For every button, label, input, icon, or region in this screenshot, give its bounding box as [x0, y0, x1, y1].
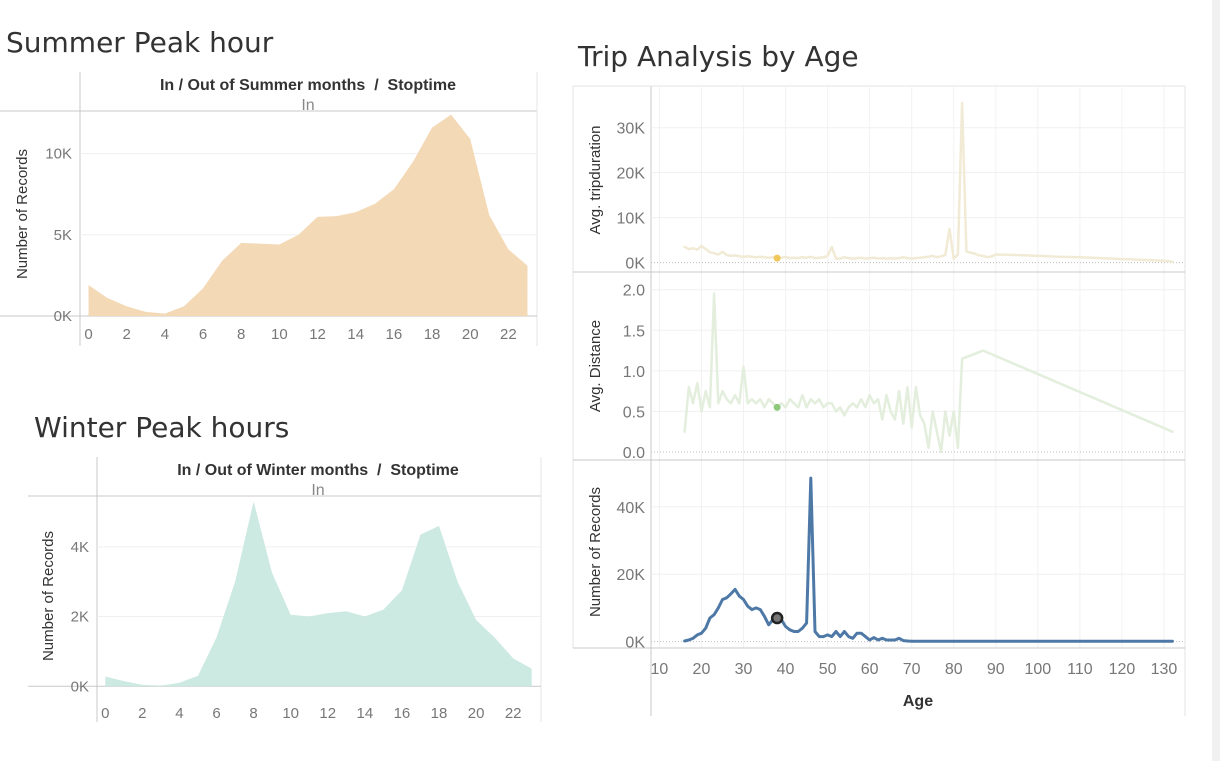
summer-xticks: 0 2 4 6 8 10 12 14 16 18 20 22: [84, 326, 516, 343]
summer-chart-title: Summer Peak hour: [6, 26, 274, 59]
summer-xtick-label: 6: [199, 326, 207, 343]
winter-xtick-label: 2: [138, 705, 146, 722]
trip-xticks: 10 20 30 40 50 60 70 80 90 100 110 120 130: [651, 661, 1178, 678]
winter-xtick-label: 16: [394, 705, 411, 722]
winter-ytick-label: 0K: [71, 678, 89, 695]
records-ytick-label: 20K: [617, 567, 646, 584]
summer-xtick-label: 2: [123, 326, 131, 343]
summer-xtick-label: 18: [424, 326, 441, 343]
distance-ytick-label: 0.5: [623, 404, 645, 421]
summer-xtick-label: 14: [347, 326, 364, 343]
winter-chart: Winter Peak hours In / Out of Winter mon…: [28, 411, 542, 722]
summer-xtick-label: 0: [84, 326, 92, 343]
winter-xtick-label: 4: [175, 705, 183, 722]
distance-ytick-label: 0.0: [623, 445, 645, 462]
winter-xtick-label: 0: [101, 705, 109, 722]
winter-chart-header: In / Out of Winter months / Stoptime: [177, 462, 459, 479]
distance-line: [683, 292, 1174, 454]
summer-xtick-label: 16: [386, 326, 403, 343]
trip-chart-title: Trip Analysis by Age: [577, 40, 859, 73]
trip-xtick-label: 110: [1067, 661, 1093, 678]
distance-ytick-label: 1.5: [623, 323, 645, 340]
trip-xtick-label: 20: [693, 661, 711, 678]
records-highlight-point: [770, 611, 784, 625]
summer-ytick-label: 0K: [54, 308, 72, 325]
summer-chart-ylabel: Number of Records: [14, 149, 31, 279]
summer-xtick-label: 4: [161, 326, 169, 343]
summer-ytick-label: 5K: [54, 227, 72, 244]
summer-xtick-label: 8: [237, 326, 245, 343]
trip-xtick-label: 70: [903, 661, 921, 678]
duration-ytick-label: 30K: [617, 121, 646, 138]
trip-plot: [683, 101, 1174, 643]
summer-ytick-label: 10K: [45, 146, 72, 163]
duration-ytick-label: 20K: [617, 166, 646, 183]
window-scrollbar[interactable]: [1212, 0, 1220, 761]
summer-chart-subheader: In: [301, 97, 314, 114]
trip-xtick-label: 50: [819, 661, 837, 678]
winter-xticks: 0 2 4 6 8 10 12 14 16 18 20 22: [101, 705, 521, 722]
trip-xtick-label: 80: [945, 661, 963, 678]
duration-line: [683, 101, 1174, 263]
trip-analysis-chart: Trip Analysis by Age Avg. tripduration A…: [572, 40, 1186, 716]
distance-ytick-label: 1.0: [623, 364, 645, 381]
summer-xtick-label: 12: [309, 326, 326, 343]
duration-ylabel: Avg. tripduration: [587, 126, 604, 235]
summer-plot: [88, 114, 528, 316]
trip-xtick-label: 10: [651, 661, 669, 678]
distance-ytick-label: 2.0: [623, 283, 645, 300]
winter-yticks: 0K 2K 4K: [71, 539, 89, 695]
trip-xtick-label: 40: [777, 661, 795, 678]
winter-ytick-label: 2K: [71, 609, 89, 626]
summer-chart-header: In / Out of Summer months / Stoptime: [160, 77, 456, 94]
winter-chart-title: Winter Peak hours: [34, 411, 289, 444]
trip-xlabel: Age: [903, 693, 933, 710]
trip-xtick-label: 60: [861, 661, 879, 678]
winter-xtick-label: 6: [212, 705, 220, 722]
winter-xtick-label: 22: [505, 705, 522, 722]
winter-chart-subheader: In: [311, 482, 324, 499]
trip-yticks: 0K 10K 20K 30K 0.0 0.5 1.0 1.5 2.0 0K 20K 40K: [617, 121, 646, 652]
winter-xtick-label: 12: [319, 705, 336, 722]
trip-xtick-label: 90: [987, 661, 1005, 678]
winter-xtick-label: 14: [357, 705, 374, 722]
trip-xtick-label: 100: [1024, 661, 1051, 678]
distance-highlight-point: [773, 403, 781, 411]
trip-xtick-label: 130: [1151, 661, 1178, 678]
trip-frame: [572, 85, 1186, 716]
trip-xtick-label: 120: [1109, 661, 1136, 678]
winter-chart-ylabel: Number of Records: [40, 531, 57, 661]
summer-yticks: 0K 5K 10K: [45, 146, 72, 325]
distance-ylabel: Avg. Distance: [587, 320, 604, 412]
summer-xtick-label: 10: [271, 326, 288, 343]
duration-ytick-label: 0K: [625, 256, 645, 273]
winter-plot: [105, 501, 532, 687]
trip-grid: [573, 86, 1185, 649]
winter-xtick-label: 20: [468, 705, 485, 722]
duration-highlight-point: [773, 254, 781, 262]
duration-ytick-label: 10K: [617, 211, 646, 228]
records-ytick-label: 0K: [625, 635, 645, 652]
records-ytick-label: 40K: [617, 500, 646, 517]
winter-xtick-label: 8: [249, 705, 257, 722]
winter-xtick-label: 10: [282, 705, 299, 722]
summer-xtick-label: 22: [500, 326, 517, 343]
summer-area: [88, 114, 528, 316]
summer-chart: Summer Peak hour In / Out of Summer mont…: [0, 26, 538, 346]
trip-xtick-label: 30: [735, 661, 753, 678]
summer-xtick-label: 20: [462, 326, 479, 343]
winter-xtick-label: 18: [431, 705, 448, 722]
records-line: [683, 476, 1174, 643]
winter-area: [105, 501, 532, 687]
records-ylabel: Number of Records: [587, 487, 604, 617]
winter-ytick-label: 4K: [71, 539, 89, 556]
